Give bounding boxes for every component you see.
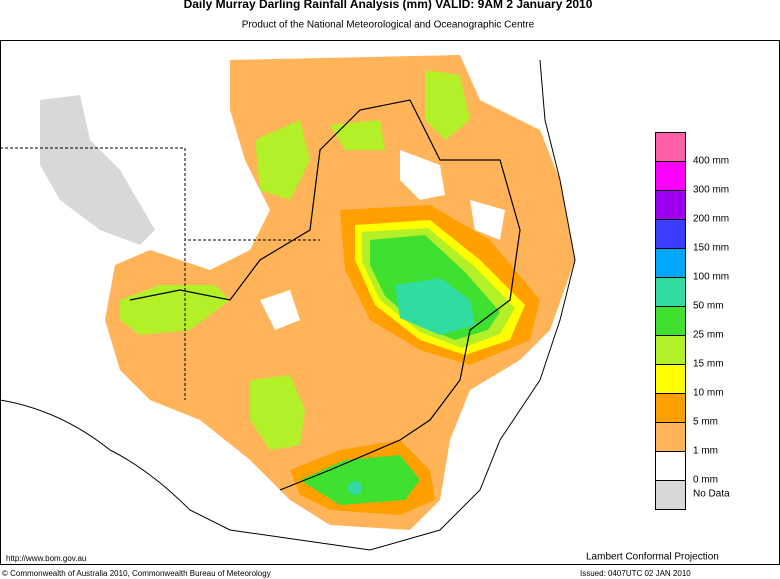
legend: 400 mm 300 mm 200 mm 150 mm 100 mm 50 mm 25 mm… (655, 132, 730, 510)
legend-swatch (655, 306, 686, 336)
legend-label: 200 mm (693, 214, 729, 225)
issued: Issued: 0407UTC 02 JAN 2010 (580, 569, 691, 578)
legend-swatch (655, 422, 686, 452)
legend-swatch (655, 480, 686, 510)
legend-label: 5 mm (693, 417, 718, 428)
legend-swatch (655, 451, 686, 481)
legend-swatch (655, 277, 686, 307)
legend-swatch (655, 335, 686, 365)
legend-label: 400 mm (693, 156, 729, 167)
legend-label: 15 mm (693, 359, 724, 370)
subtitle: Product of the National Meteorological a… (242, 20, 535, 31)
legend-swatch (655, 161, 686, 191)
legend-label: 150 mm (693, 243, 729, 254)
legend-swatch (655, 364, 686, 394)
legend-label: 100 mm (693, 272, 729, 283)
projection: Lambert Conformal Projection (586, 552, 719, 563)
legend-swatch (655, 248, 686, 278)
legend-label: 10 mm (693, 388, 724, 399)
legend-swatch (655, 393, 686, 423)
source-url: http://www.bom.gov.au (6, 554, 86, 563)
legend-swatch (655, 219, 686, 249)
legend-label: 25 mm (693, 330, 724, 341)
map (0, 55, 576, 551)
legend-label: 0 mm (693, 475, 718, 486)
legend-label: 300 mm (693, 185, 729, 196)
legend-label: 50 mm (693, 301, 724, 312)
legend-label: No Data (693, 489, 730, 500)
title: Daily Murray Darling Rainfall Analysis (… (184, 0, 593, 11)
legend-label: 1 mm (693, 446, 718, 457)
legend-swatch (655, 132, 686, 162)
legend-swatch (655, 190, 686, 220)
copyright: © Commonwealth of Australia 2010, Common… (2, 569, 271, 578)
